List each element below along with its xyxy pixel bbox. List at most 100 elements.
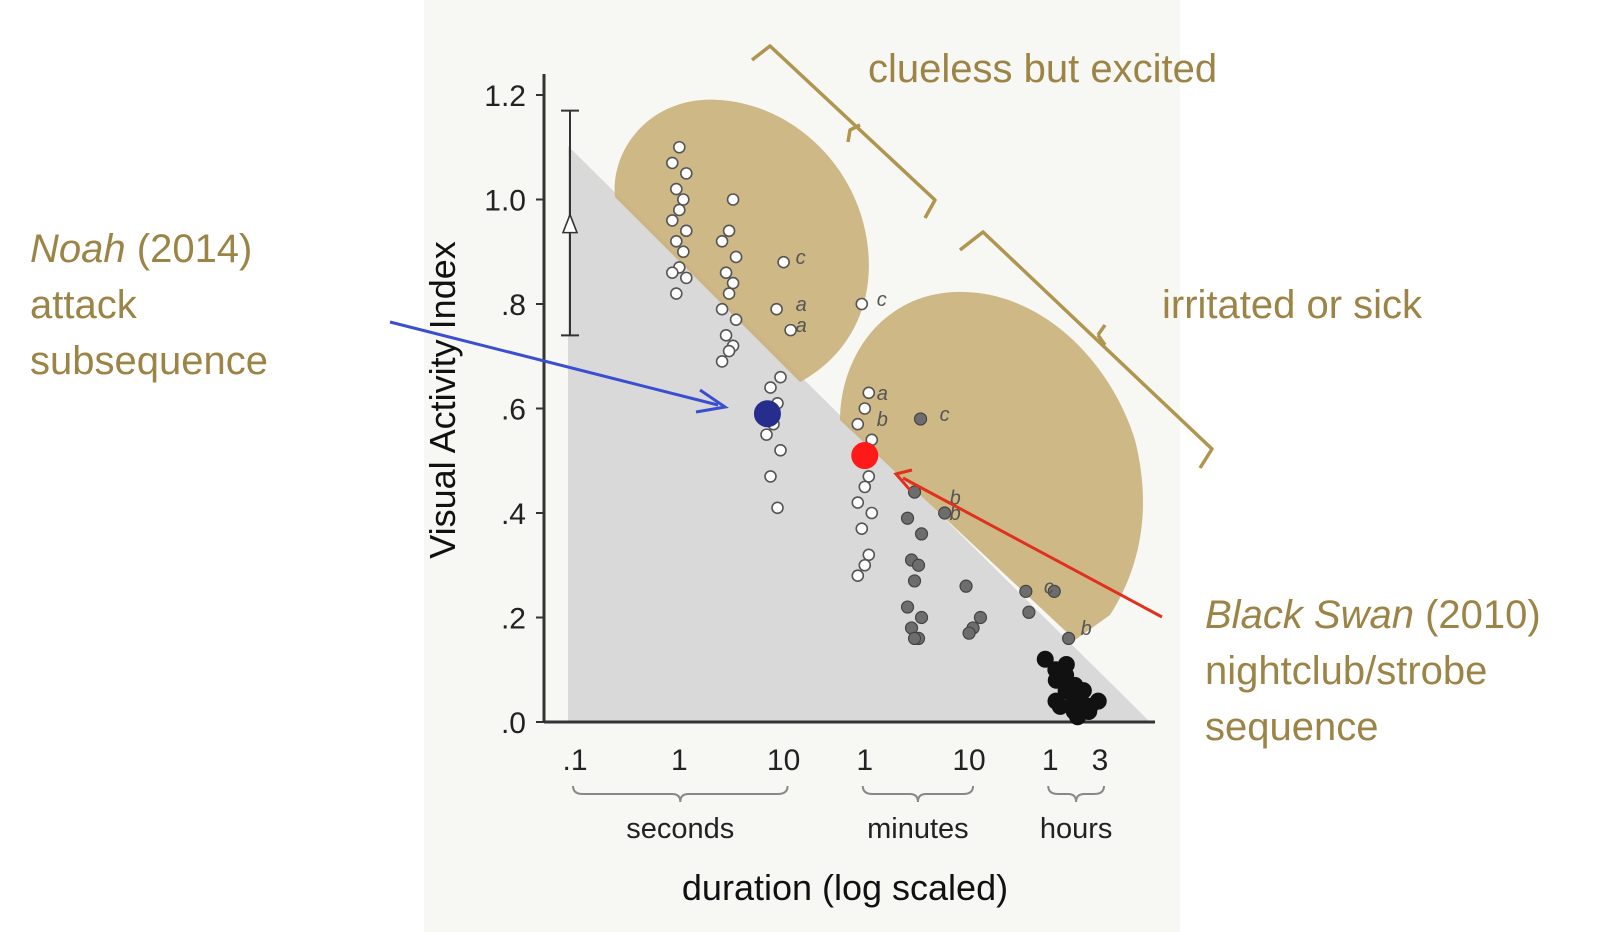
- white-data-point: [862, 548, 876, 562]
- callout-noah-line2: attack: [30, 283, 138, 327]
- white-data-point: [855, 297, 869, 311]
- noah-arrow: [389, 320, 719, 407]
- x-unit-label: hours: [1040, 813, 1113, 845]
- gray-data-point: [914, 527, 929, 541]
- white-data-point: [729, 313, 743, 326]
- gray-data-point: [911, 558, 926, 572]
- white-data-point: [673, 140, 686, 154]
- black-data-point: [1089, 692, 1107, 710]
- callout-noah-title: Noah: [30, 227, 126, 271]
- black-data-point: [1071, 687, 1089, 705]
- black-data-point: [1036, 650, 1054, 668]
- white-data-point: [764, 381, 777, 394]
- region-irritated: [840, 291, 1143, 640]
- white-data-point: [858, 480, 872, 494]
- white-data-point: [784, 323, 797, 337]
- x-axis-title: duration (log scaled): [682, 867, 1008, 908]
- gray-data-point: [1019, 584, 1033, 598]
- point-letter: a: [877, 383, 888, 405]
- white-data-point: [666, 214, 679, 227]
- white-data-point: [777, 255, 790, 269]
- region-label-irritated: irritated or sick: [1162, 283, 1423, 327]
- x-tick-label: 1: [671, 744, 688, 777]
- y-tick-label: .2: [501, 603, 526, 636]
- gray-data-point: [900, 511, 915, 525]
- white-data-point: [715, 302, 729, 316]
- gray-data-point: [973, 610, 988, 625]
- callout-noah-year: (2014): [137, 227, 253, 271]
- x-tick-label: 10: [952, 744, 985, 777]
- bracket-irritated: [958, 230, 1214, 469]
- point-letter: b: [950, 503, 961, 525]
- blue-data-point: [753, 400, 781, 428]
- y-axis-title: Visual Activity Index: [422, 241, 463, 559]
- white-data-point: [680, 224, 693, 238]
- y-tick-label: 1.2: [484, 80, 526, 113]
- white-data-point: [715, 235, 729, 248]
- white-data-point: [862, 386, 876, 400]
- point-letter: c: [1044, 576, 1054, 598]
- x-tick-label: 1: [856, 744, 873, 777]
- white-data-point: [851, 417, 865, 431]
- white-data-point: [719, 329, 733, 342]
- white-data-point: [680, 271, 693, 285]
- ref-triangle-marker: [561, 212, 579, 234]
- svg-text:Noah (2014): Noah (2014): [30, 227, 252, 271]
- point-letter: b: [950, 488, 961, 510]
- x-tick-label: 10: [767, 744, 800, 777]
- white-data-point: [666, 266, 679, 279]
- x-tick-label: .1: [562, 744, 587, 777]
- y-tick-label: 1.0: [484, 185, 526, 218]
- point-letter: c: [877, 289, 887, 311]
- gray-data-point: [1022, 605, 1036, 619]
- y-tick-label: .6: [501, 394, 526, 427]
- white-data-point: [760, 428, 773, 441]
- gray-data-point: [1062, 631, 1076, 646]
- white-data-point: [670, 287, 683, 300]
- white-data-point: [865, 506, 879, 520]
- white-data-point: [715, 355, 729, 368]
- y-tick-label: .8: [501, 289, 526, 322]
- gray-data-point: [900, 600, 915, 614]
- gray-data-point: [907, 631, 922, 646]
- x-unit-label: minutes: [867, 813, 969, 845]
- region-clueless: [614, 99, 869, 382]
- point-letter: a: [796, 294, 807, 316]
- point-letter: a: [796, 315, 807, 337]
- white-data-point: [729, 250, 743, 264]
- gray-data-point: [1047, 584, 1061, 598]
- callout-swan-line3: sequence: [1205, 705, 1378, 749]
- white-data-point: [722, 287, 736, 300]
- white-data-point: [851, 569, 865, 583]
- white-data-point: [851, 496, 865, 509]
- white-data-point: [666, 156, 679, 170]
- white-data-point: [862, 470, 876, 483]
- gray-data-point: [907, 574, 922, 588]
- gray-data-point: [962, 626, 976, 640]
- white-data-point: [764, 470, 777, 483]
- svg-text:Black Swan (2010): Black Swan (2010): [1205, 593, 1541, 637]
- callout-noah-line3: subsequence: [30, 339, 268, 383]
- callout-noah: Noah (2014) attack subsequence: [30, 227, 268, 383]
- reference-error-bar: [561, 109, 579, 337]
- callout-swan-title: Black Swan: [1205, 593, 1414, 637]
- gray-data-point: [913, 412, 928, 426]
- white-data-point: [774, 443, 787, 457]
- point-letter: c: [940, 404, 950, 426]
- noah-arrow-head: [695, 388, 729, 414]
- white-data-point: [858, 402, 872, 415]
- point-letter: b: [1081, 618, 1092, 640]
- gray-data-point: [914, 610, 929, 625]
- white-data-point: [770, 302, 783, 316]
- white-data-point: [677, 245, 690, 259]
- white-data-point: [771, 501, 784, 515]
- white-data-point: [722, 224, 736, 238]
- unit-brace: [1047, 785, 1105, 803]
- unit-brace: [572, 785, 789, 803]
- white-data-point: [677, 193, 690, 206]
- bracket-clueless: [750, 44, 937, 219]
- y-tick-label: .0: [501, 707, 526, 740]
- white-data-point: [726, 193, 740, 206]
- gray-data-point: [938, 506, 952, 520]
